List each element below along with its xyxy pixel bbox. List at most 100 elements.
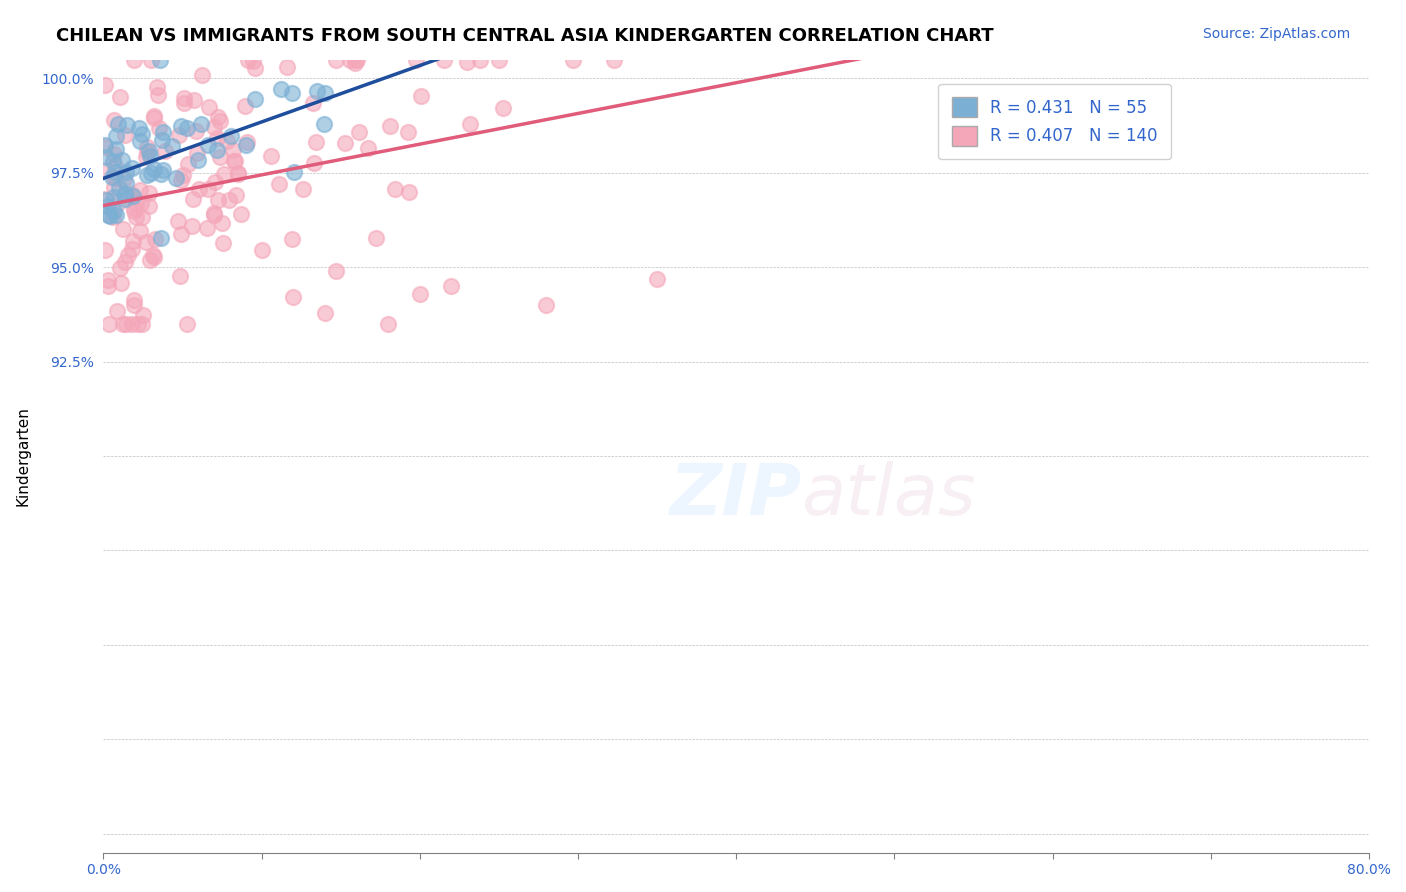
Point: [409, 286, 432, 301]
Point: [104, 164, 127, 178]
Point: [97, 208, 120, 222]
Point: [195, 221, 218, 235]
Point: [143, 250, 166, 264]
Point: [492, 102, 515, 116]
Point: [292, 182, 315, 196]
Point: [108, 90, 131, 104]
Point: [143, 109, 166, 123]
Point: [150, 167, 173, 181]
Point: [105, 142, 128, 156]
Point: [128, 121, 150, 136]
Point: [339, 53, 361, 67]
Y-axis label: Kindergarten: Kindergarten: [15, 406, 30, 506]
Point: [146, 87, 169, 102]
Point: [218, 193, 240, 207]
Point: [177, 157, 200, 171]
Point: [488, 53, 510, 67]
Point: [103, 203, 125, 218]
Point: [122, 188, 145, 202]
Point: [235, 99, 257, 113]
Point: [170, 172, 193, 186]
Point: [283, 165, 305, 179]
Point: [231, 207, 253, 221]
Point: [94, 150, 117, 164]
Point: [215, 134, 238, 148]
Point: [180, 219, 202, 233]
Point: [124, 293, 146, 307]
Point: [314, 86, 336, 100]
Point: [205, 143, 228, 157]
Point: [165, 171, 187, 186]
Point: [305, 135, 328, 149]
Point: [103, 147, 125, 161]
Point: [115, 317, 138, 331]
Text: CHILEAN VS IMMIGRANTS FROM SOUTH CENTRAL ASIA KINDERGARTEN CORRELATION CHART: CHILEAN VS IMMIGRANTS FROM SOUTH CENTRAL…: [56, 27, 994, 45]
Point: [122, 53, 145, 67]
Text: atlas: atlas: [801, 461, 976, 530]
Point: [280, 86, 302, 100]
Point: [131, 317, 153, 331]
Point: [325, 53, 347, 67]
Point: [267, 178, 290, 192]
Point: [114, 187, 136, 202]
Point: [142, 162, 165, 177]
Point: [236, 136, 259, 150]
Point: [122, 201, 145, 215]
Point: [198, 100, 221, 114]
Point: [280, 232, 302, 246]
Point: [124, 197, 146, 211]
Point: [219, 129, 242, 144]
Point: [120, 187, 142, 202]
Point: [155, 145, 177, 159]
Point: [107, 196, 129, 211]
Point: [98, 317, 121, 331]
Point: [104, 170, 127, 185]
Point: [209, 113, 232, 128]
Point: [122, 204, 145, 219]
Point: [97, 279, 120, 293]
Point: [207, 111, 229, 125]
Point: [305, 84, 328, 98]
Point: [270, 81, 292, 95]
Point: [96, 199, 118, 213]
Point: [377, 317, 399, 331]
Point: [169, 269, 191, 284]
Point: [150, 231, 173, 245]
Point: [245, 92, 267, 106]
Point: [111, 153, 134, 168]
Point: [314, 305, 336, 319]
Point: [103, 180, 125, 194]
Point: [440, 279, 463, 293]
Point: [536, 298, 558, 312]
Point: [139, 53, 162, 67]
Point: [225, 188, 247, 202]
Point: [212, 236, 235, 251]
Point: [202, 120, 225, 134]
Point: [114, 128, 136, 142]
Point: [212, 168, 235, 182]
Point: [139, 166, 162, 180]
Point: [143, 231, 166, 245]
Point: [111, 317, 134, 331]
Point: [138, 144, 160, 158]
Point: [132, 308, 155, 322]
Point: [167, 128, 190, 142]
Point: [325, 264, 347, 278]
Point: [101, 154, 124, 169]
Point: [645, 271, 668, 285]
Point: [208, 150, 231, 164]
Point: [146, 79, 169, 94]
Point: [333, 136, 356, 150]
Point: [138, 252, 160, 267]
Point: [204, 208, 226, 222]
Point: [197, 138, 219, 153]
Text: ZIP: ZIP: [671, 461, 803, 530]
Point: [222, 143, 245, 157]
Point: [468, 53, 491, 67]
Point: [226, 166, 249, 180]
Point: [103, 210, 125, 224]
Point: [142, 112, 165, 126]
Point: [112, 172, 135, 186]
Point: [105, 129, 128, 144]
Point: [150, 133, 173, 147]
